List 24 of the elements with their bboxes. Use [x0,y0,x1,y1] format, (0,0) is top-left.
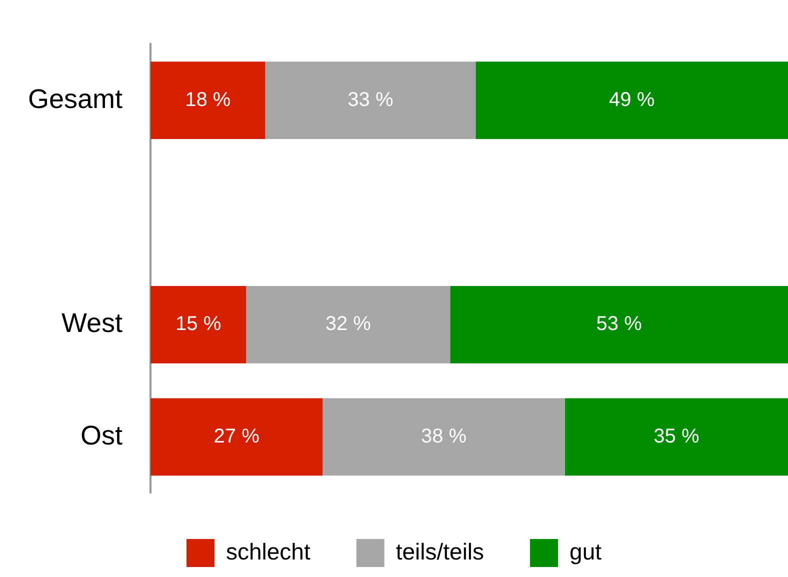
data-label: 35 % [654,425,700,448]
bar [322,398,565,476]
data-label: 33 % [348,88,394,111]
data-label: 27 % [214,425,260,448]
data-label: 38 % [420,425,467,448]
bar [246,286,450,364]
data-label: 18 % [185,88,231,111]
legend-label: teils/teils [396,538,484,564]
data-label: 15 % [176,313,222,336]
legend-label: gut [570,538,602,564]
bar [150,398,323,476]
y-tick-label: Ost [80,420,124,450]
data-label: 49 % [609,88,655,111]
bar [476,62,788,140]
bar [265,62,476,140]
data-label: 32 % [325,313,372,336]
bar [150,286,246,364]
legend-label: schlecht [226,538,311,564]
data-label: 53 % [596,313,642,336]
y-tick-label: West [62,308,124,338]
bar [150,62,266,140]
bar [450,286,788,364]
y-tick-label: Gesamt [28,84,124,114]
bar [564,398,788,476]
